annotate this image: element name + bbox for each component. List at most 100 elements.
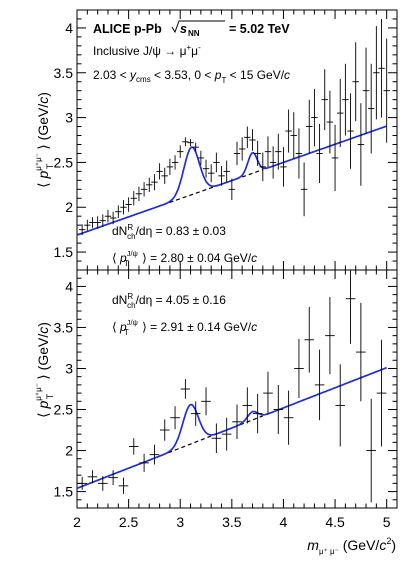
x-tick-label: 2 — [73, 514, 81, 530]
data-point — [290, 112, 297, 159]
x-axis-label: mμ⁺ μ⁻ (GeV/c2) — [307, 536, 396, 556]
data-point — [304, 306, 315, 373]
y-tick-label: 2 — [65, 443, 73, 459]
data-point — [156, 163, 163, 180]
data-point — [78, 224, 86, 236]
data-point — [326, 90, 334, 154]
data-point — [146, 177, 153, 192]
y-tick-label: 3 — [65, 360, 73, 376]
data-point — [345, 270, 356, 344]
data-point — [202, 159, 210, 178]
data-point — [325, 297, 335, 375]
data-point — [244, 126, 251, 149]
data-point — [254, 140, 261, 166]
y-tick-label: 3.5 — [54, 319, 74, 335]
bottom-fit-curve — [76, 366, 387, 490]
data-point — [87, 470, 98, 484]
data-point — [192, 142, 199, 152]
data-point — [316, 123, 323, 184]
data-point — [201, 387, 211, 416]
bottom-panel-ticks — [76, 269, 398, 509]
data-point — [252, 393, 263, 434]
y-axis-label-bottom: ⟨ pμ⁺μ⁻ T ⟩ (GeV/c) — [34, 322, 55, 418]
data-point — [207, 164, 215, 183]
data-point — [98, 475, 108, 491]
data-point — [115, 205, 122, 218]
data-point — [109, 211, 117, 225]
data-point — [366, 398, 376, 503]
data-point — [118, 477, 129, 495]
data-point — [232, 404, 242, 440]
background-line — [76, 415, 264, 489]
data-point — [311, 88, 318, 147]
bottom-background-curve — [76, 415, 264, 489]
data-point — [120, 200, 127, 215]
energy-symbol: s — [180, 22, 187, 36]
data-point — [249, 129, 256, 151]
multiplicity-annotation-top: dNR ch/dη = 0.83 ± 0.03 — [112, 223, 226, 241]
data-point — [273, 384, 284, 435]
y-axis-label-top: ⟨ pμ⁺μ⁻ T ⟩ (GeV/c) — [34, 92, 55, 188]
process-label: Inclusive J/ψ → μ+μ- — [93, 43, 201, 58]
data-point — [159, 419, 170, 441]
data-point — [264, 136, 272, 167]
data-point — [347, 93, 354, 169]
data-point — [321, 69, 328, 131]
data-point — [99, 214, 107, 227]
data-point — [130, 191, 137, 206]
x-tick-label: 4 — [280, 514, 288, 530]
data-point — [285, 109, 292, 153]
data-point — [263, 371, 273, 415]
data-point — [151, 174, 158, 191]
data-point — [280, 147, 287, 187]
y-tick-label: 1.5 — [54, 244, 74, 260]
data-point — [166, 158, 174, 175]
data-point — [331, 124, 339, 192]
energy-value: = 5.02 TeV — [229, 22, 290, 36]
data-point — [295, 128, 303, 179]
x-tick-labels: 2 2.5 3 3.5 4 4.5 5 — [73, 514, 391, 530]
top-panel-ticks — [76, 9, 398, 271]
data-point — [149, 444, 160, 465]
top-data-points — [78, 18, 390, 236]
y-tick-label: 1.5 — [54, 484, 74, 500]
y-tick-label: 2 — [65, 199, 73, 215]
data-point — [238, 137, 246, 161]
data-point — [140, 182, 148, 197]
top-panel: 1.522.533.54 ALICE p-Pb s NN = 5.02 TeV … — [34, 9, 398, 271]
process-text: Inclusive J/ψ → μ+μ- — [93, 43, 201, 58]
data-point — [180, 379, 191, 399]
collaboration-label: ALICE p-Pb — [93, 22, 162, 36]
x-tick-label: 4.5 — [325, 514, 345, 530]
kinematic-range-text: 2.03 < ycms < 3.53, 0 < pT < 15 GeV/c — [93, 68, 290, 85]
data-point — [314, 349, 325, 421]
data-point — [223, 160, 230, 183]
data-point — [187, 139, 194, 147]
data-point — [190, 401, 201, 426]
mean-pt-annotation-bottom: ⟨ pJ/ψ T ⟩ = 2.91 ± 0.14 GeV/c — [112, 318, 257, 337]
bottom-data-points — [77, 270, 387, 503]
kinematic-range-label: 2.03 < ycms < 3.53, 0 < pT < 15 GeV/c — [93, 68, 290, 85]
fit-line — [76, 366, 387, 490]
data-point — [378, 18, 385, 118]
data-point — [182, 137, 189, 147]
data-point — [139, 453, 149, 472]
data-point — [376, 339, 387, 447]
data-point — [342, 63, 349, 136]
data-point — [373, 26, 380, 120]
data-point — [357, 103, 365, 186]
x-tick-label: 5 — [383, 514, 391, 530]
data-point — [335, 364, 346, 447]
data-point — [362, 47, 370, 134]
data-point — [383, 38, 390, 143]
data-point — [283, 390, 294, 445]
data-point — [259, 152, 267, 182]
x-tick-label: 3 — [176, 514, 184, 530]
bottom-panel: 1.5 2 2.5 3 3.5 4 2 2.5 3 3.5 4 4.5 5 dNR ch/dη = 4.… — [34, 269, 398, 556]
data-point — [135, 186, 143, 201]
data-point — [161, 167, 168, 184]
data-point — [170, 406, 180, 430]
data-point — [269, 146, 277, 179]
data-point — [77, 476, 87, 490]
